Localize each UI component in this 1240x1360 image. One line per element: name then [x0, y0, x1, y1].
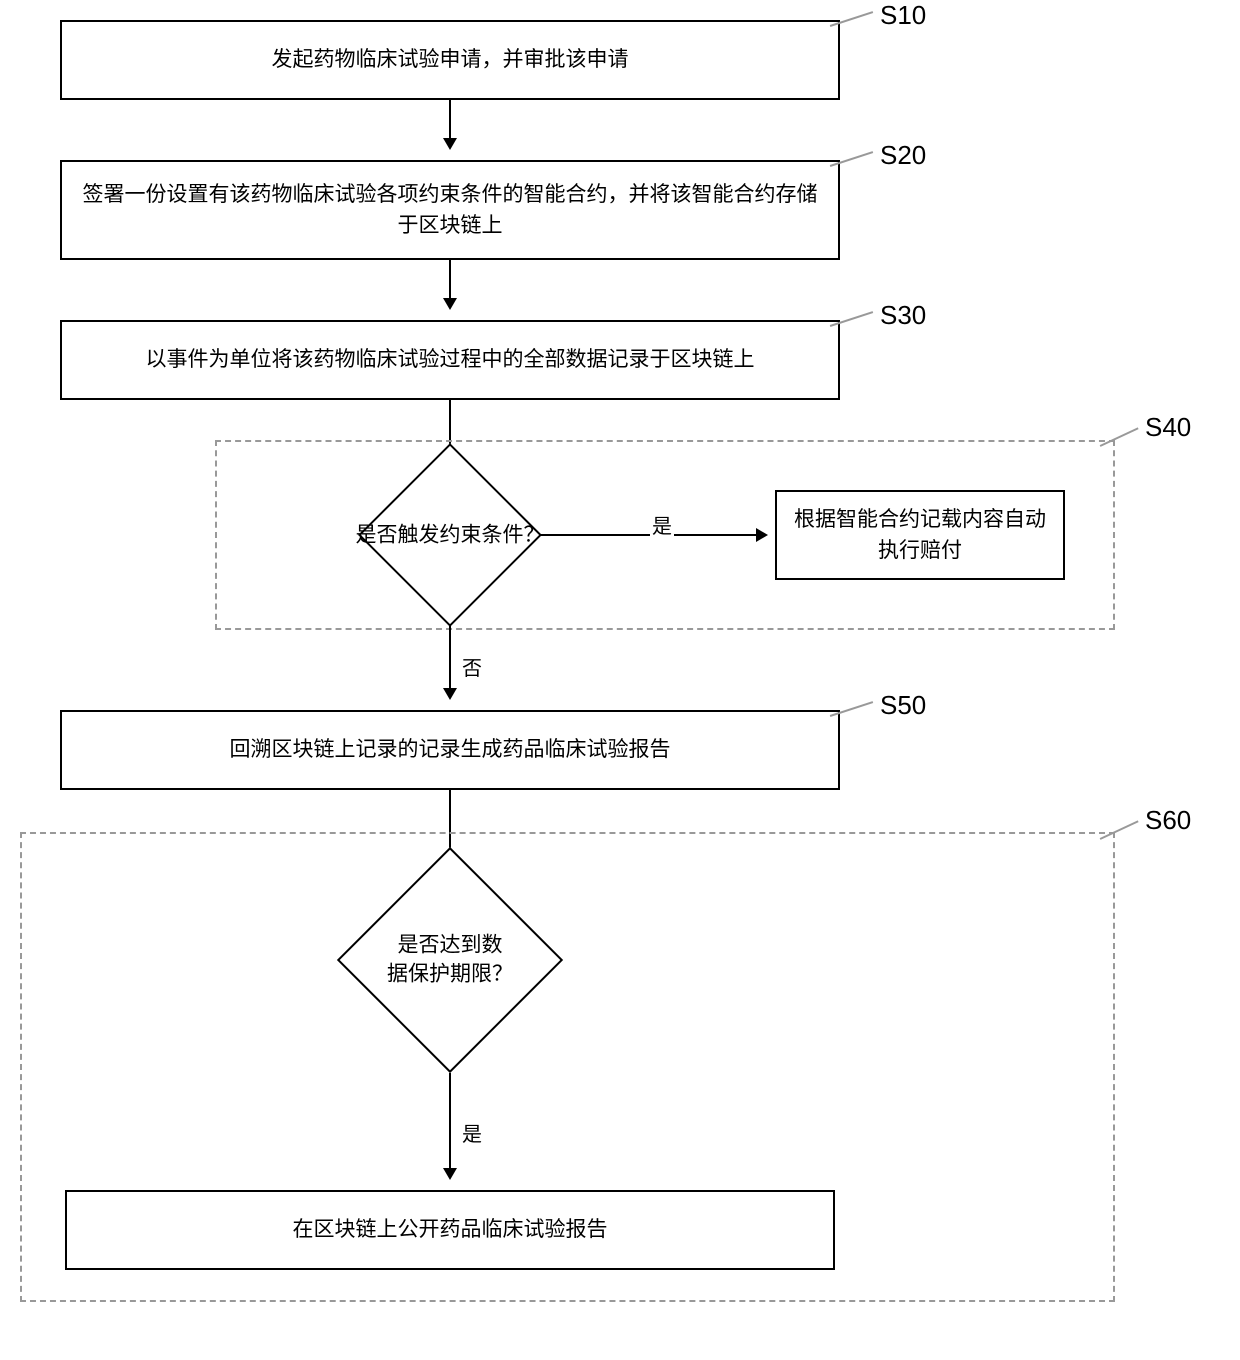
label-s40: S40 [1145, 412, 1191, 443]
s60-line2: 据保护期限？ [387, 963, 513, 986]
node-s60-decision: 是否达到数 据保护期限？ [370, 880, 530, 1040]
node-s50-text: 回溯区块链上记录的记录生成药品临床试验报告 [230, 734, 671, 766]
node-s40-action-text: 根据智能合约记载内容自动执行赔付 [793, 504, 1047, 567]
node-s40-decision-text: 是否触发约束条件？ [356, 520, 545, 549]
node-s30: 以事件为单位将该药物临床试验过程中的全部数据记录于区块链上 [60, 320, 840, 400]
edge-label-yes1: 是 [650, 510, 674, 539]
edge-label-no1: 否 [460, 652, 484, 681]
node-s40-decision: 是否触发约束条件？ [385, 470, 515, 600]
label-s10: S10 [880, 0, 926, 31]
node-s60-action-text: 在区块链上公开药品临床试验报告 [293, 1214, 608, 1246]
label-s40-line [1100, 427, 1139, 446]
node-s40-action: 根据智能合约记载内容自动执行赔付 [775, 490, 1065, 580]
label-s30-line [830, 311, 873, 326]
node-s10: 发起药物临床试验申请，并审批该申请 [60, 20, 840, 100]
arrow-s10-s20 [449, 100, 451, 148]
node-s60-decision-text: 是否达到数 据保护期限？ [387, 931, 513, 990]
label-s30: S30 [880, 300, 926, 331]
s60-line1: 是否达到数 [398, 934, 503, 957]
arrow-s60-yes [449, 1073, 451, 1178]
label-s20: S20 [880, 140, 926, 171]
edge-label-yes2: 是 [460, 1118, 484, 1147]
label-s10-line [830, 11, 873, 26]
flowchart-container: 发起药物临床试验申请，并审批该申请 S10 签署一份设置有该药物临床试验各项约束… [0, 0, 1240, 1360]
arrow-s40-no [449, 626, 451, 698]
label-s60: S60 [1145, 805, 1191, 836]
arrow-s20-s30 [449, 260, 451, 308]
node-s30-text: 以事件为单位将该药物临床试验过程中的全部数据记录于区块链上 [146, 344, 755, 376]
label-s50-line [830, 701, 873, 716]
label-s60-line [1100, 820, 1139, 839]
node-s10-text: 发起药物临床试验申请，并审批该申请 [272, 44, 629, 76]
label-s20-line [830, 151, 873, 166]
node-s50: 回溯区块链上记录的记录生成药品临床试验报告 [60, 710, 840, 790]
node-s60-action: 在区块链上公开药品临床试验报告 [65, 1190, 835, 1270]
node-s20-text: 签署一份设置有该药物临床试验各项约束条件的智能合约，并将该智能合约存储于区块链上 [78, 179, 822, 242]
node-s20: 签署一份设置有该药物临床试验各项约束条件的智能合约，并将该智能合约存储于区块链上 [60, 160, 840, 260]
label-s50: S50 [880, 690, 926, 721]
